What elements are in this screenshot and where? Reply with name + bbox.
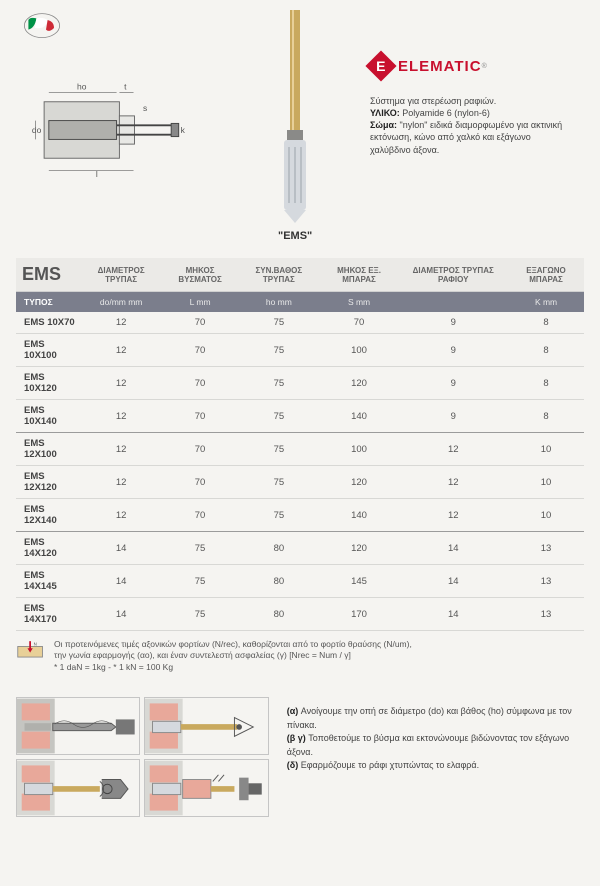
top-section: ho t do l s k "EMS" E ELEMATIC® Σύστημα … bbox=[0, 0, 600, 250]
table-row: EMS 12X1401270751401210 bbox=[16, 499, 584, 532]
brand-logo: E ELEMATIC® bbox=[370, 55, 570, 77]
made-in-italy-badge bbox=[22, 12, 62, 40]
install-step-b bbox=[144, 697, 268, 755]
table-row: EMS 14X1201475801201413 bbox=[16, 532, 584, 565]
install-instructions: (α) Ανοίγουμε την οπή σε διάμετρο (do) κ… bbox=[287, 697, 584, 817]
note-block: N Οι προτεινόμενες τιμές αξονικών φορτίω… bbox=[16, 639, 584, 673]
install-diagram-grid bbox=[16, 697, 269, 817]
svg-text:s: s bbox=[143, 103, 147, 113]
install-step-a bbox=[16, 697, 140, 755]
table-row: EMS 14X1451475801451413 bbox=[16, 565, 584, 598]
product-description: Σύστημα για στερέωση ραφιών. ΥΛΙΚΟ: Poly… bbox=[370, 95, 570, 156]
svg-text:ho: ho bbox=[77, 82, 87, 92]
svg-text:t: t bbox=[124, 82, 127, 92]
product-label: "EMS" bbox=[278, 230, 312, 242]
table-title: EMS bbox=[16, 258, 80, 292]
note-icon: N bbox=[16, 639, 46, 661]
brand-name: ELEMATIC bbox=[398, 58, 482, 75]
install-section: (α) Ανοίγουμε την οπή σε διάμετρο (do) κ… bbox=[16, 697, 584, 817]
svg-text:k: k bbox=[181, 125, 186, 135]
install-step-c bbox=[16, 759, 140, 817]
table-row: EMS 14X1701475801701413 bbox=[16, 598, 584, 631]
svg-text:N: N bbox=[34, 642, 37, 647]
technical-diagram: ho t do l s k bbox=[30, 75, 190, 185]
table-units-row: ΤΥΠΟΣ do/mm mm L mm ho mm S mm K mm bbox=[16, 292, 584, 313]
spec-table: EMS ΔΙΑΜΕΤΡΟΣ ΤΡΥΠΑΣ ΜΗΚΟΣ ΒΥΣΜΑΤΟΣ ΣΥΝ.… bbox=[16, 258, 584, 631]
svg-text:do: do bbox=[32, 125, 42, 135]
note-text: Οι προτεινόμενες τιμές αξονικών φορτίων … bbox=[54, 639, 412, 673]
table-row: EMS 10X10012707510098 bbox=[16, 334, 584, 367]
table-header-row: EMS ΔΙΑΜΕΤΡΟΣ ΤΡΥΠΑΣ ΜΗΚΟΣ ΒΥΣΜΑΤΟΣ ΣΥΝ.… bbox=[16, 258, 584, 292]
spec-table-wrap: EMS ΔΙΑΜΕΤΡΟΣ ΤΡΥΠΑΣ ΜΗΚΟΣ ΒΥΣΜΑΤΟΣ ΣΥΝ.… bbox=[16, 258, 584, 631]
install-step-d bbox=[144, 759, 268, 817]
table-row: EMS 12X1201270751201210 bbox=[16, 466, 584, 499]
table-row: EMS 12X1001270751001210 bbox=[16, 433, 584, 466]
brand-logo-icon: E bbox=[365, 50, 396, 81]
product-image bbox=[270, 5, 320, 225]
table-row: EMS 10X14012707514098 bbox=[16, 400, 584, 433]
table-row: EMS 10X12012707512098 bbox=[16, 367, 584, 400]
brand-block: E ELEMATIC® Σύστημα για στερέωση ραφιών.… bbox=[370, 55, 570, 156]
table-row: EMS 10X701270757098 bbox=[16, 312, 584, 334]
